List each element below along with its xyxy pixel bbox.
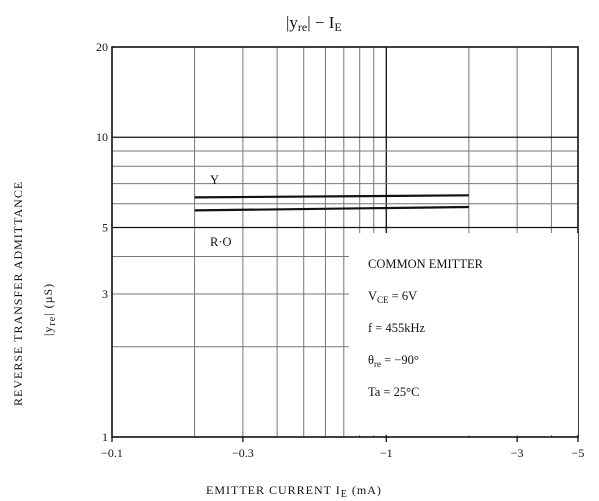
condition-line-5: Ta = 25°C [368,385,419,399]
svg-text:|yre| − IE: |yre| − IE [286,13,342,34]
x-tick-label: −0.1 [101,446,123,460]
x-tick-label: −1 [380,446,393,460]
y-tick-label: 5 [102,220,108,234]
y-tick-label: 3 [102,287,108,301]
series-label-ro: R·O [210,235,232,249]
condition-line-2: VCE = 6V [368,289,417,305]
y-axis-label: REVERSE TRANSFER ADMITTANCE [11,181,25,406]
x-tick-label: −5 [572,446,585,460]
conditions-box [349,233,578,435]
y-tick-label: 20 [96,40,108,54]
condition-line-4: θre = −90° [368,353,419,369]
condition-line-3: f = 455kHz [368,321,425,335]
series-line-y [194,194,469,199]
series-label-y: Y [210,173,219,187]
y-tick-label: 10 [96,130,108,144]
series-line-ro [194,205,469,212]
x-axis-label: EMITTER CURRENT IE (mA) [206,483,382,500]
condition-line-1: COMMON EMITTER [368,257,484,271]
series-layer [194,194,469,212]
tick-labels: −0.1 −0.3 −1 −3 −5 1 3 5 10 20 [96,40,584,460]
x-tick-label: −3 [511,446,524,460]
y-axis-label-unit: |yre| (µS) [41,283,58,336]
chart-title: |yre| − IE [286,13,342,34]
x-tick-label: −0.3 [232,446,254,460]
y-tick-label: 1 [102,430,108,444]
